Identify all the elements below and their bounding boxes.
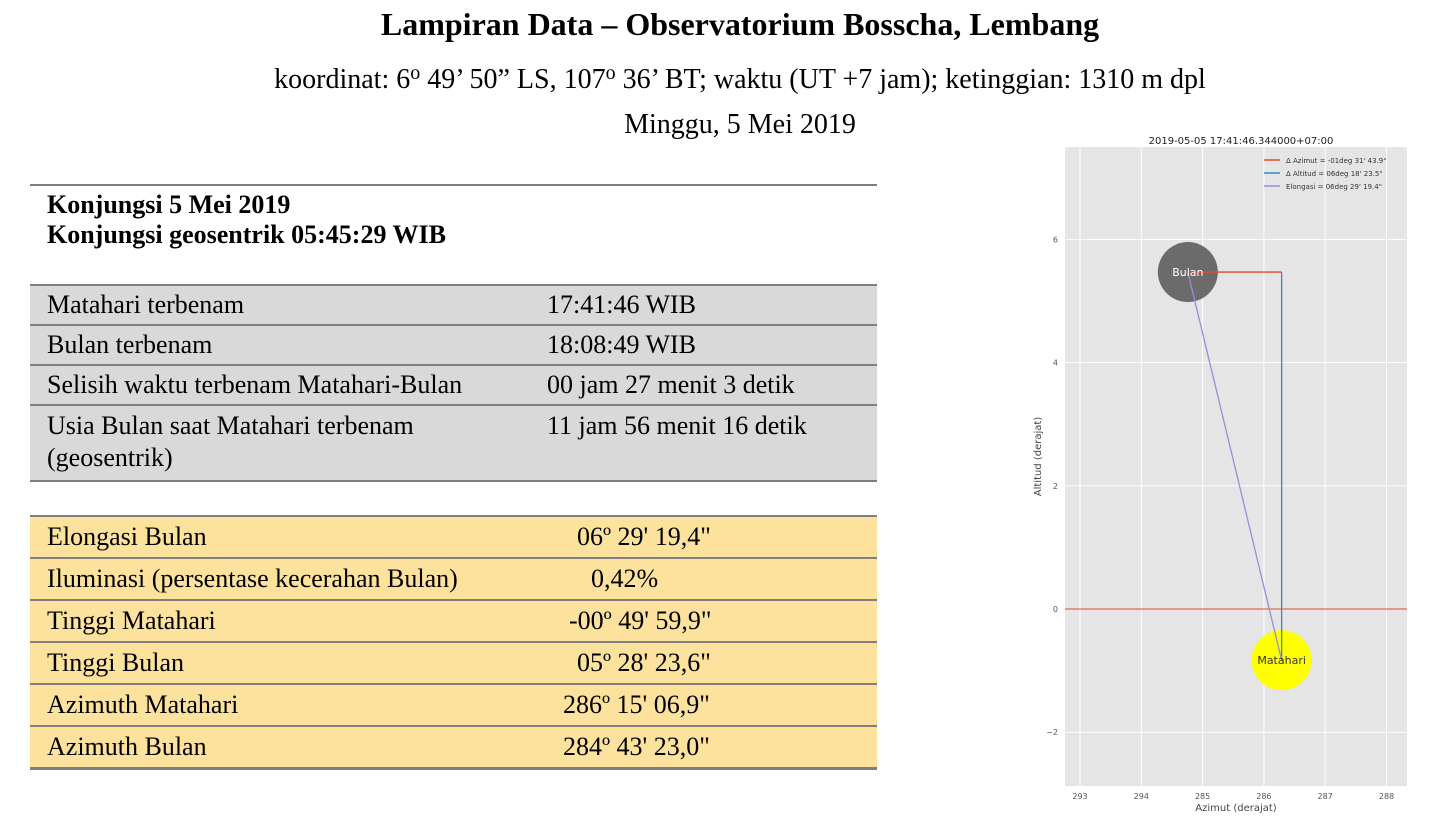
row-label-line1: Usia Bulan saat Matahari terbenam xyxy=(47,411,414,440)
x-tick-label: 287 xyxy=(1318,792,1333,801)
coordinates-subtitle: koordinat: 6o 49’ 50” LS, 107o 36’ BT; w… xyxy=(0,62,1432,96)
subtitle-part-1: koordinat: 6 xyxy=(274,64,411,95)
table-row: Azimuth Bulan 284º 43' 23,0" xyxy=(30,726,877,770)
degree-sup-1: o xyxy=(410,62,421,84)
row-value: -00º 49' 59,9" xyxy=(547,600,877,643)
table-row: Azimuth Matahari 286º 15' 06,9" xyxy=(30,684,877,727)
row-value: 18:08:49 WIB xyxy=(547,325,877,366)
plot-background xyxy=(1065,147,1407,786)
row-label: Elongasi Bulan xyxy=(30,516,547,559)
x-tick-label: 294 xyxy=(1134,792,1149,801)
row-value: 17:41:46 WIB xyxy=(547,285,877,326)
x-axis-label: Azimut (derajat) xyxy=(1195,803,1277,814)
degree-sup-2: o xyxy=(605,62,616,84)
table-row: Usia Bulan saat Matahari terbenam (geosen… xyxy=(30,405,877,482)
table-row: Matahari terbenam 17:41:46 WIB xyxy=(30,285,877,326)
x-tick-label: 286 xyxy=(1256,792,1271,801)
row-value: 284º 43' 23,0" xyxy=(547,726,877,770)
position-table: Elongasi Bulan 06º 29' 19,4" Iluminasi (… xyxy=(30,515,877,770)
row-value: 00 jam 27 menit 3 detik xyxy=(547,365,877,406)
row-label: Tinggi Bulan xyxy=(30,642,547,685)
row-label: Selisih waktu terbenam Matahari-Bulan xyxy=(30,365,547,406)
row-label: Azimuth Matahari xyxy=(30,684,547,727)
y-tick-label: 2 xyxy=(1053,482,1058,491)
chart-svg: 293 294 285 286 287 288 6 4 2 0 −2 Bulan Matahari Δ A… xyxy=(1033,136,1407,814)
row-value: 06º 29' 19,4" xyxy=(547,516,877,559)
y-tick-label: −2 xyxy=(1046,728,1058,737)
moon-label: Bulan xyxy=(1172,266,1203,279)
table-row: Iluminasi (persentase kecerahan Bulan) 0… xyxy=(30,558,877,601)
table-row: Tinggi Bulan 05º 28' 23,6" xyxy=(30,642,877,685)
row-value: 286º 15' 06,9" xyxy=(547,684,877,727)
row-label: Bulan terbenam xyxy=(30,325,547,366)
y-axis-label: Altitud (derajat) xyxy=(1033,417,1044,497)
chart-title: 2019-05-05 17:41:46.344000+07:00 xyxy=(1149,136,1334,147)
observation-date: Minggu, 5 Mei 2019 xyxy=(624,109,856,140)
row-value: 05º 28' 23,6" xyxy=(547,642,877,685)
y-tick-label: 0 xyxy=(1053,605,1058,614)
row-value: 0,42% xyxy=(547,558,877,601)
page-title: Lampiran Data – Observatorium Bosscha, L… xyxy=(380,6,1100,42)
sun-label: Matahari xyxy=(1257,654,1306,667)
x-tick-label: 288 xyxy=(1379,792,1394,801)
row-label: Tinggi Matahari xyxy=(30,600,547,643)
x-tick-label: 293 xyxy=(1072,792,1087,801)
table-row: Elongasi Bulan 06º 29' 19,4" xyxy=(30,516,877,559)
row-label: Usia Bulan saat Matahari terbenam (geosen… xyxy=(30,405,547,482)
x-tick-label: 285 xyxy=(1195,792,1210,801)
row-label: Matahari terbenam xyxy=(30,285,547,326)
row-label-line2: (geosentrik) xyxy=(47,443,173,472)
konjungsi-time: Konjungsi geosentrik 05:45:29 WIB xyxy=(47,220,446,249)
elongation-line xyxy=(1187,271,1283,661)
legend-entry: Elongasi = 06deg 29' 19.4" xyxy=(1286,183,1382,191)
y-tick-label: 4 xyxy=(1053,359,1058,368)
table-row: Tinggi Matahari -00º 49' 59,9" xyxy=(30,600,877,643)
row-label: Azimuth Bulan xyxy=(30,726,547,770)
legend-entry: Δ Altitud = 06deg 18' 23.5" xyxy=(1286,170,1383,178)
sunset-table: Matahari terbenam 17:41:46 WIB Bulan ter… xyxy=(30,284,877,482)
y-tick-label: 6 xyxy=(1053,235,1058,244)
konjungsi-date: Konjungsi 5 Mei 2019 xyxy=(47,190,291,219)
subtitle-part-3: 36’ BT; waktu (UT +7 jam); ketinggian: 1… xyxy=(615,64,1206,95)
subtitle-part-2: 49’ 50” LS, 107 xyxy=(420,64,606,95)
sun-moon-chart: 293 294 285 286 287 288 6 4 2 0 −2 Bulan Matahari Δ A… xyxy=(1020,130,1432,818)
moon-disc xyxy=(1157,242,1218,303)
row-value: 11 jam 56 menit 16 detik xyxy=(547,405,877,482)
table-row: Bulan terbenam 18:08:49 WIB xyxy=(30,325,877,366)
table-row: Selisih waktu terbenam Matahari-Bulan 00… xyxy=(30,365,877,406)
legend-entry: Δ Azimut = -01deg 31' 43.9" xyxy=(1286,157,1386,165)
konjungsi-block: Konjungsi 5 Mei 2019 Konjungsi geosentri… xyxy=(30,184,877,260)
row-label: Iluminasi (persentase kecerahan Bulan) xyxy=(30,558,547,601)
